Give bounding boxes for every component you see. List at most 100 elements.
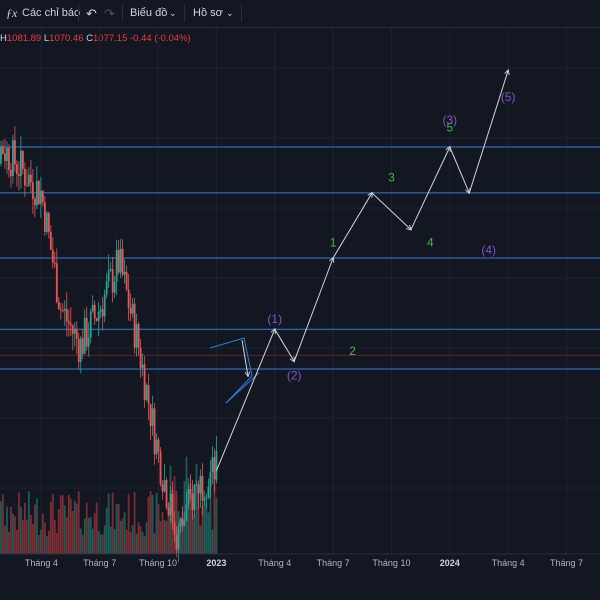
ohlc-legend: H1081.89 L1070.46 C1077.15 -0.44 (-0.04%… (0, 33, 191, 44)
indicators-icon[interactable]: ƒx (6, 6, 18, 20)
volume-bar (149, 491, 152, 554)
indicators-button[interactable]: Các chỉ báo (22, 7, 81, 19)
candle-body (151, 408, 154, 427)
time-tick-label: Tháng 7 (317, 558, 350, 568)
chevron-down-icon[interactable]: ⌄ (226, 8, 234, 18)
low-key: L (43, 33, 50, 44)
volume-bar (49, 501, 52, 554)
candle-body (133, 303, 136, 348)
candle-body (149, 403, 152, 427)
candle-body (12, 140, 14, 177)
candle-body (137, 324, 140, 348)
candle-body (67, 321, 70, 324)
candlesticks (0, 126, 218, 562)
volume-bar (145, 522, 148, 554)
volume-bar (193, 514, 196, 554)
candle-body (145, 384, 148, 401)
candle-body (141, 364, 144, 368)
wave-label: 4 (427, 236, 434, 250)
toolbar-divider (122, 5, 123, 22)
profile-menu-button[interactable]: Hồ sơ (193, 7, 223, 19)
candle-body (35, 180, 38, 206)
volume-bar (75, 503, 78, 554)
candle-body (155, 439, 158, 455)
volume-bar (155, 493, 158, 554)
candle-body (119, 248, 122, 273)
triangle-leg-arrow (241, 339, 248, 376)
volume-bars (0, 456, 218, 554)
candle-body (27, 174, 30, 186)
candle-body (87, 337, 90, 347)
candle-body (71, 325, 74, 334)
candle-body (91, 304, 94, 312)
time-tick-label: Tháng 7 (83, 558, 116, 568)
volume-bar (81, 535, 84, 554)
candle-body (211, 457, 214, 473)
candle-body (147, 384, 150, 404)
volume-bar (159, 521, 162, 554)
candle-body (171, 493, 174, 522)
candle-body (157, 439, 160, 452)
volume-bar (4, 525, 6, 554)
projection-arrow (274, 328, 294, 361)
volume-bar (39, 529, 42, 554)
candle-body (127, 289, 130, 308)
candle-body (115, 250, 118, 282)
wave-label: (2) (287, 369, 302, 383)
volume-bar (131, 525, 134, 554)
volume-bar (101, 534, 104, 554)
candle-body (51, 249, 54, 263)
candle-body (205, 497, 208, 500)
candle-body (189, 489, 192, 494)
volume-bar (63, 505, 66, 554)
volume-bar (55, 532, 58, 554)
volume-bar (43, 522, 46, 554)
volume-bar (95, 502, 98, 554)
volume-bar (57, 508, 60, 554)
volume-bar (133, 492, 136, 554)
volume-bar (187, 477, 190, 554)
volume-bar (73, 500, 76, 554)
projection-arrow (293, 258, 333, 362)
volume-bar (53, 519, 56, 554)
volume-bar (157, 504, 160, 554)
volume-bar (189, 483, 192, 554)
volume-bar (6, 506, 8, 554)
toolbar-divider (241, 5, 242, 22)
volume-bar (199, 525, 202, 554)
candle-body (179, 518, 182, 527)
volume-bar (45, 535, 48, 554)
volume-bar (153, 533, 156, 554)
candle-body (89, 311, 92, 338)
candle-body (193, 485, 196, 511)
candle-body (129, 307, 132, 314)
wave-label: 1 (330, 236, 337, 250)
volume-bar (25, 519, 28, 554)
candle-body (18, 174, 20, 177)
undo-icon[interactable]: ↶ (86, 6, 97, 21)
elliott-wave-projection (215, 70, 508, 472)
candle-body (45, 213, 48, 232)
candle-body (21, 150, 24, 169)
candle-body (49, 231, 52, 250)
redo-icon[interactable]: ↷ (104, 6, 115, 21)
candle-body (183, 520, 186, 526)
candle-body (187, 489, 190, 505)
volume-bar (89, 517, 92, 554)
toolbar-divider (78, 5, 79, 22)
volume-bar (77, 491, 80, 554)
change-value: -0.44 (-0.04%) (130, 33, 191, 44)
volume-bar (107, 493, 110, 554)
chevron-down-icon[interactable]: ⌄ (169, 8, 177, 18)
candle-body (61, 310, 64, 312)
chart-menu-button[interactable]: Biểu đồ (130, 7, 168, 19)
volume-bar (209, 479, 212, 554)
time-tick-label: Tháng 4 (492, 558, 525, 568)
candle-body (6, 147, 8, 161)
candle-body (173, 521, 176, 535)
high-key: H (0, 33, 7, 44)
volume-bar (203, 490, 206, 554)
high-value: 1081.89 (6, 33, 42, 44)
wave-label: 2 (349, 344, 356, 358)
